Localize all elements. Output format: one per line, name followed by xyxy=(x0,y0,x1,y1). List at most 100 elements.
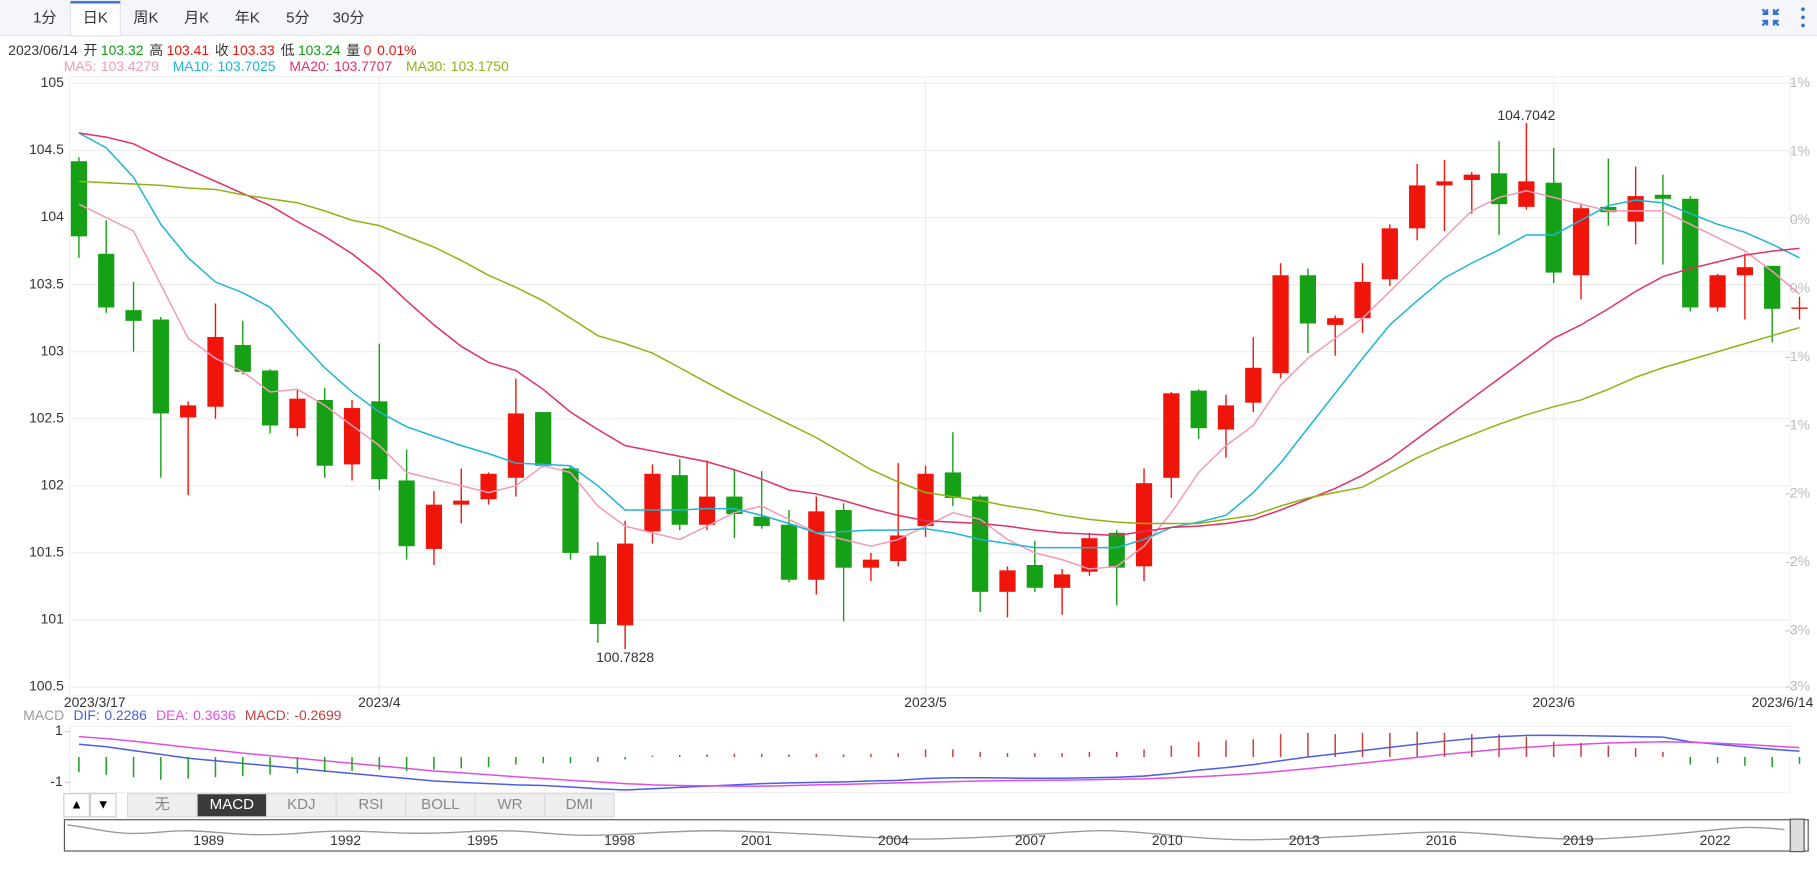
candle-body xyxy=(917,473,934,527)
y2-tick-label: -1% xyxy=(1785,416,1810,432)
y2-tick-label: -1% xyxy=(1785,348,1810,364)
candle-body xyxy=(617,543,634,626)
candle-body xyxy=(1381,228,1398,280)
indicator-tab[interactable]: MACD xyxy=(210,796,254,813)
y-tick-label: 103 xyxy=(41,342,64,358)
indicator-tab[interactable]: WR xyxy=(497,796,522,813)
candle-body xyxy=(152,319,169,414)
candle-body xyxy=(480,473,497,500)
candle-body xyxy=(1764,265,1781,309)
y-tick-label: 101.5 xyxy=(29,544,64,560)
navigator-year: 2019 xyxy=(1563,832,1594,848)
candle-body xyxy=(1709,275,1726,308)
y2-tick-label: -3% xyxy=(1785,622,1810,638)
info-label: 高 xyxy=(149,42,163,58)
candle-body xyxy=(398,480,415,547)
candle-body xyxy=(289,398,306,429)
arrow-glyph: ▲ xyxy=(70,797,83,812)
info-label: 收 xyxy=(215,42,229,58)
navigator-year: 2016 xyxy=(1426,832,1457,848)
indicator-tab[interactable]: DMI xyxy=(566,796,594,813)
navigator-year: 2007 xyxy=(1015,832,1046,848)
menu-icon[interactable] xyxy=(1801,7,1805,28)
indicator-tab[interactable]: BOLL xyxy=(421,796,459,813)
candle-body xyxy=(1135,483,1153,567)
info-row: 2023/06/14 开 103.32 高 103.41 收 103.33 低 103.24 量 0… xyxy=(8,42,416,58)
candle-body xyxy=(234,345,251,372)
info-label: 低 xyxy=(281,42,295,58)
macd-title: MACD xyxy=(23,707,64,723)
y2-tick-label: 1% xyxy=(1790,74,1810,90)
navigator-year: 2022 xyxy=(1700,832,1731,848)
info-change: 0.01% xyxy=(377,42,416,58)
y2-tick-label: 0% xyxy=(1790,279,1810,295)
navigator-year: 1995 xyxy=(467,832,498,848)
tab[interactable]: 周K xyxy=(133,10,158,27)
candle-body xyxy=(1409,185,1426,229)
indicator-tab-bg[interactable] xyxy=(544,793,615,818)
indicator-tab[interactable]: 无 xyxy=(155,796,170,813)
legend-name: MA20: xyxy=(289,58,329,74)
y2-tick-label: 1% xyxy=(1790,143,1810,159)
candle-body xyxy=(1327,318,1344,325)
tab[interactable]: 年K xyxy=(235,10,260,27)
candle-body xyxy=(1654,194,1672,199)
tab[interactable]: 日K xyxy=(83,10,108,27)
candle-body xyxy=(180,405,197,418)
indicator-tab[interactable]: RSI xyxy=(358,796,383,813)
macd-line xyxy=(78,735,1800,787)
compress-icon[interactable] xyxy=(1761,8,1780,27)
candle-body xyxy=(1190,390,1207,429)
candle-body xyxy=(1163,393,1180,478)
info-value: 103.32 xyxy=(101,42,144,58)
navigator[interactable] xyxy=(63,819,1809,852)
macd-tick-label: -1 xyxy=(50,773,63,789)
x-tick-label: 2023/6 xyxy=(1532,694,1575,710)
candle-body xyxy=(808,511,825,580)
indicator-tab[interactable]: KDJ xyxy=(287,796,315,813)
candle-body xyxy=(1299,275,1317,324)
tab[interactable]: 月K xyxy=(184,10,209,27)
ma-line xyxy=(78,132,1800,549)
arrow-button[interactable] xyxy=(89,793,117,818)
candle-body xyxy=(698,496,716,525)
x-tick-label: 2023/3/17 xyxy=(64,694,126,710)
arrow-button[interactable] xyxy=(63,793,90,818)
candle-body xyxy=(1736,267,1753,276)
navigator-year: 1989 xyxy=(193,832,224,848)
macd-frame xyxy=(69,725,1791,794)
y-tick-label: 100.5 xyxy=(29,678,64,694)
candle-body xyxy=(453,500,470,505)
candle-body xyxy=(890,535,907,561)
tab[interactable]: 1分 xyxy=(33,10,56,27)
macd-legend-name: DIF: xyxy=(73,707,99,723)
legend-name: MA10: xyxy=(173,58,213,74)
tab[interactable]: 30分 xyxy=(333,10,365,27)
tab[interactable]: 5分 xyxy=(286,10,309,27)
candle-body xyxy=(589,555,606,625)
candle-body xyxy=(1627,196,1644,222)
candle-body xyxy=(1053,574,1071,588)
candle-body xyxy=(98,253,115,308)
candle-body xyxy=(1518,181,1535,207)
candle-body xyxy=(1600,206,1617,213)
y2-tick-label: -3% xyxy=(1785,678,1810,694)
y-tick-label: 102.5 xyxy=(29,409,64,425)
candle-body xyxy=(644,473,661,532)
ma-line xyxy=(78,189,1800,570)
macd-tick-label: 1 xyxy=(55,722,63,738)
candle-body xyxy=(70,161,88,237)
macd-header: MACD DIF: 0.2286 DEA: 0.3636 MACD: -0.2699 xyxy=(23,707,341,723)
info-value: 103.41 xyxy=(167,42,210,58)
macd-legend-value: 0.3636 xyxy=(193,707,236,723)
candle-body xyxy=(125,310,142,321)
navigator-year: 1998 xyxy=(604,832,635,848)
candle-body xyxy=(972,496,989,592)
ma-line xyxy=(78,132,1800,537)
navigator-handle[interactable] xyxy=(1789,818,1805,853)
y2-tick-label: -2% xyxy=(1785,553,1810,569)
candle-body xyxy=(1354,281,1371,319)
navigator-year: 2013 xyxy=(1289,832,1320,848)
